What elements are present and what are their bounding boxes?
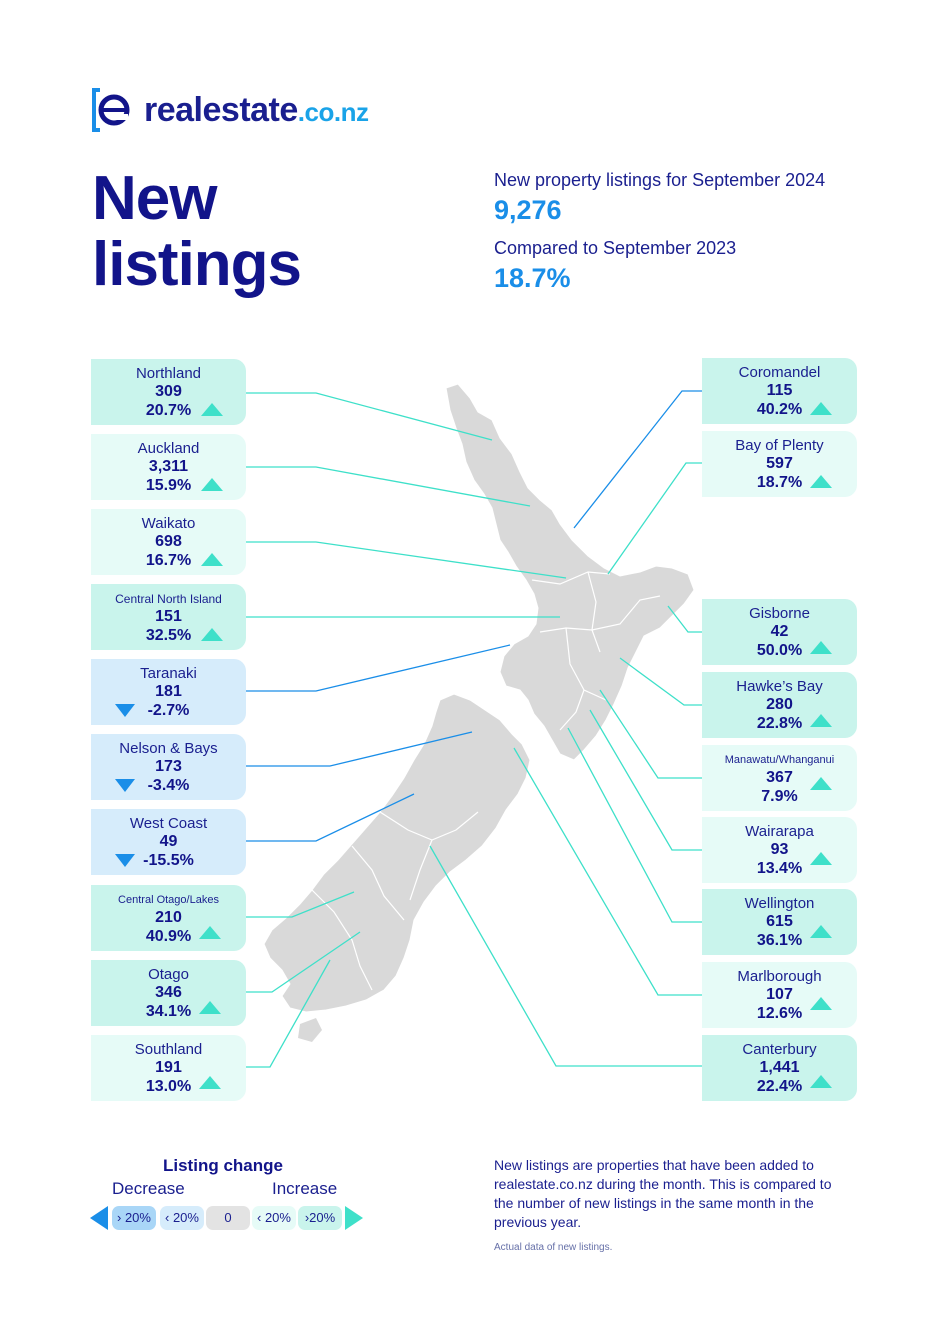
region-borders: [311, 571, 661, 991]
connector-coromandel: [573, 390, 702, 529]
summary-label-compare: Compared to September 2023: [494, 238, 737, 258]
brand-logo: realestate.co.nz: [90, 88, 369, 132]
connector-west-coast: [246, 793, 415, 842]
decrease-arrow-icon: [115, 779, 135, 792]
region-card-nelson-bays: Nelson & Bays 173 -3.4%: [91, 734, 246, 800]
legend-pill-zero: 0: [206, 1206, 250, 1230]
increase-right-arrow-icon: [345, 1206, 363, 1230]
region-card-wairarapa: Wairarapa 93 13.4%: [702, 817, 857, 883]
region-card-central-north-island: Central North Island 151 32.5%: [91, 584, 246, 650]
connector-waikato: [246, 541, 567, 579]
region-card-marlborough: Marlborough 107 12.6%: [702, 962, 857, 1028]
increase-arrow-icon: [810, 641, 832, 654]
connector-otago: [246, 931, 361, 993]
north-island-shape: [445, 383, 695, 761]
region-card-taranaki: Taranaki 181 -2.7%: [91, 659, 246, 725]
region-card-gisborne: Gisborne 42 50.0%: [702, 599, 857, 665]
decrease-arrow-icon: [115, 704, 135, 717]
region-card-otago: Otago 346 34.1%: [91, 960, 246, 1026]
region-card-coromandel: Coromandel 115 40.2%: [702, 358, 857, 424]
legend-title: Listing change: [163, 1156, 283, 1175]
decrease-arrow-icon: [115, 854, 135, 867]
region-card-hawkes-bay: Hawke’s Bay 280 22.8%: [702, 672, 857, 738]
increase-arrow-icon: [201, 403, 223, 416]
south-island-shape: [263, 693, 531, 1013]
increase-arrow-icon: [199, 926, 221, 939]
legend-pill-decrease: ‹ 20%: [160, 1206, 204, 1230]
connector-southland: [246, 959, 331, 1068]
increase-arrow-icon: [810, 777, 832, 790]
summary-panel: New property listings for September 2024…: [494, 170, 825, 306]
legend-pill-strong-increase: ›20%: [298, 1206, 342, 1230]
region-card-northland: Northland 309 20.7%: [91, 359, 246, 425]
increase-arrow-icon: [810, 925, 832, 938]
connector-northland: [246, 392, 493, 441]
footnote: New listings are properties that have be…: [494, 1157, 832, 1253]
connector-gisborne: [667, 605, 702, 633]
region-card-bay-of-plenty: Bay of Plenty 597 18.7%: [702, 431, 857, 497]
connector-central-otago: [246, 891, 355, 918]
stewart-island-shape: [298, 1018, 322, 1042]
increase-arrow-icon: [201, 553, 223, 566]
connector-nelson-bays: [246, 731, 473, 767]
legend-decrease-label: Decrease: [112, 1179, 185, 1198]
legend-pill-strong-decrease: › 20%: [112, 1206, 156, 1230]
summary-value-compare: 18.7%: [494, 263, 571, 293]
connector-auckland: [246, 466, 531, 507]
region-card-waikato: Waikato 698 16.7%: [91, 509, 246, 575]
increase-arrow-icon: [199, 1001, 221, 1014]
increase-arrow-icon: [810, 1075, 832, 1088]
connector-wellington: [567, 727, 702, 923]
realestate-logo-icon: [92, 88, 130, 132]
increase-arrow-icon: [810, 852, 832, 865]
region-card-wellington: Wellington 615 36.1%: [702, 889, 857, 955]
region-card-auckland: Auckland 3,311 15.9%: [91, 434, 246, 500]
summary-value-listings: 9,276: [494, 195, 562, 225]
region-card-west-coast: West Coast 49 -15.5%: [91, 809, 246, 875]
increase-arrow-icon: [810, 402, 832, 415]
region-card-central-otago-lakes: Central Otago/Lakes 210 40.9%: [91, 885, 246, 951]
increase-arrow-icon: [810, 997, 832, 1010]
increase-arrow-icon: [810, 475, 832, 488]
increase-arrow-icon: [199, 1076, 221, 1089]
legend-increase-label: Increase: [272, 1179, 338, 1198]
increase-arrow-icon: [201, 478, 223, 491]
connector-marlborough: [513, 747, 702, 996]
connector-taranaki: [246, 644, 511, 692]
brand-name: realestate.co.nz: [144, 90, 369, 129]
region-card-southland: Southland 191 13.0%: [91, 1035, 246, 1101]
region-card-canterbury: Canterbury 1,441 22.4%: [702, 1035, 857, 1101]
summary-label-listings: New property listings for September 2024: [494, 170, 826, 190]
decrease-left-arrow-icon: [90, 1206, 108, 1230]
increase-arrow-icon: [810, 714, 832, 727]
page-title: New listings: [92, 164, 302, 299]
connector-bay-of-plenty: [607, 462, 702, 575]
connector-wairarapa: [589, 709, 702, 851]
connector-canterbury: [429, 845, 702, 1067]
connector-hawkes-bay: [619, 657, 702, 706]
region-card-manawatu-whanganui: Manawatu/Whanganui 367 7.9%: [702, 745, 857, 811]
legend-pill-increase: ‹ 20%: [252, 1206, 296, 1230]
increase-arrow-icon: [201, 628, 223, 641]
connector-manawatu: [599, 689, 702, 779]
